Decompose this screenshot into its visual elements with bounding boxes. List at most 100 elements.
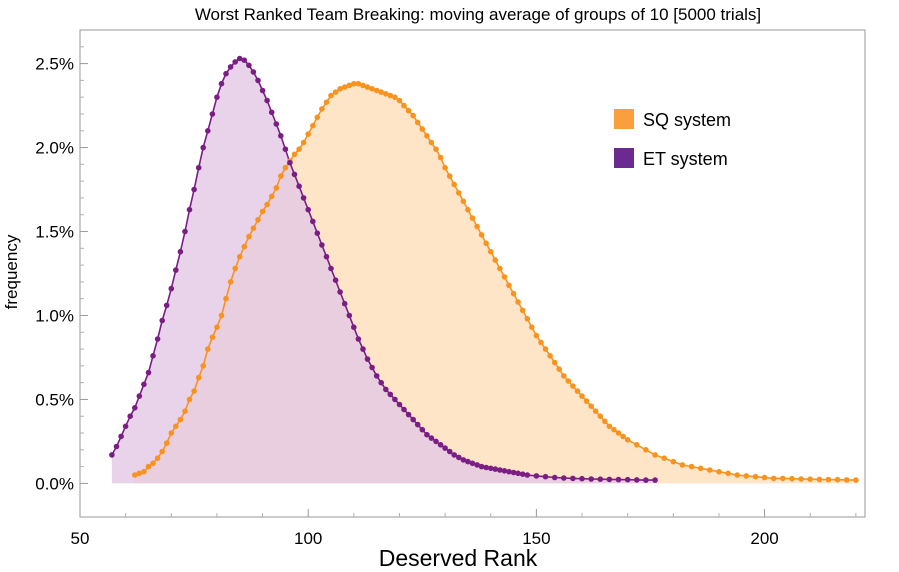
data-point-et-system bbox=[205, 128, 211, 134]
data-point-sq-system bbox=[360, 82, 366, 89]
data-point-sq-system bbox=[670, 458, 677, 465]
data-point-et-system bbox=[437, 442, 444, 448]
data-point-sq-system bbox=[492, 257, 499, 263]
data-point-et-system bbox=[524, 472, 531, 478]
data-point-et-system bbox=[551, 474, 558, 481]
data-point-sq-system bbox=[396, 97, 403, 104]
data-point-sq-system bbox=[355, 80, 362, 87]
data-point-et-system bbox=[355, 336, 362, 342]
area-fills bbox=[111, 58, 856, 484]
data-point-sq-system bbox=[419, 126, 426, 132]
data-point-et-system bbox=[310, 218, 316, 225]
data-point-et-system bbox=[232, 59, 238, 65]
data-point-et-system bbox=[396, 401, 403, 408]
area-fill-et-system bbox=[111, 58, 656, 484]
data-point-et-system bbox=[287, 159, 293, 166]
x-tick-label: 50 bbox=[71, 529, 90, 548]
data-point-et-system bbox=[474, 462, 480, 468]
data-point-et-system bbox=[296, 183, 302, 189]
data-point-sq-system bbox=[332, 89, 339, 95]
data-point-sq-system bbox=[150, 460, 156, 467]
data-point-sq-system bbox=[624, 437, 631, 443]
series-points bbox=[109, 55, 859, 483]
data-point-sq-system bbox=[679, 462, 686, 468]
data-point-et-system bbox=[305, 206, 312, 213]
data-point-et-system bbox=[223, 70, 229, 77]
data-point-et-system bbox=[291, 171, 298, 178]
data-point-et-system bbox=[643, 477, 649, 483]
data-point-sq-system bbox=[597, 413, 604, 420]
data-point-sq-system bbox=[282, 164, 289, 171]
x-tick-label: 200 bbox=[750, 529, 778, 548]
data-point-et-system bbox=[542, 473, 549, 480]
data-point-et-system bbox=[478, 463, 485, 470]
data-point-sq-system bbox=[592, 408, 599, 415]
data-point-et-system bbox=[264, 97, 270, 104]
data-point-sq-system bbox=[519, 307, 526, 314]
data-point-et-system bbox=[606, 476, 613, 483]
data-point-sq-system bbox=[264, 201, 270, 208]
y-tick-label: 1.0% bbox=[35, 306, 74, 325]
data-point-sq-system bbox=[255, 217, 261, 223]
y-axis-title: frequency bbox=[2, 234, 21, 309]
data-point-sq-system bbox=[351, 80, 357, 87]
data-point-sq-system bbox=[547, 353, 553, 359]
data-point-sq-system bbox=[529, 324, 535, 331]
data-point-sq-system bbox=[465, 206, 471, 213]
data-point-et-system bbox=[373, 373, 380, 379]
data-point-et-system bbox=[451, 452, 458, 458]
data-point-sq-system bbox=[392, 94, 398, 100]
data-point-sq-system bbox=[451, 181, 458, 188]
data-point-et-system bbox=[191, 186, 197, 193]
data-point-et-system bbox=[401, 406, 407, 413]
data-point-sq-system bbox=[300, 139, 307, 146]
data-point-sq-system bbox=[273, 185, 280, 191]
data-point-et-system bbox=[428, 435, 435, 441]
data-point-sq-system bbox=[173, 423, 179, 430]
data-point-et-system bbox=[405, 411, 412, 418]
data-point-et-system bbox=[259, 87, 266, 94]
axis-ticks bbox=[79, 46, 857, 517]
data-point-et-system bbox=[319, 242, 325, 248]
data-point-et-system bbox=[214, 94, 220, 100]
tick-labels: 50 100 150 200 0.0% 0.5% 1.0% 1.5% 2.0% 2.5% bbox=[35, 55, 779, 548]
x-axis-title: Deserved Rank bbox=[379, 545, 538, 571]
data-point-et-system bbox=[369, 364, 375, 371]
data-point-et-system bbox=[465, 458, 471, 465]
data-point-et-system bbox=[387, 391, 394, 398]
data-point-sq-system bbox=[538, 339, 544, 346]
data-point-sq-system bbox=[323, 99, 330, 105]
legend-swatch-et-system bbox=[614, 148, 634, 168]
data-point-et-system bbox=[561, 475, 567, 481]
data-point-sq-system bbox=[209, 334, 216, 341]
data-point-et-system bbox=[195, 164, 202, 171]
data-point-sq-system bbox=[186, 396, 193, 403]
data-point-et-system bbox=[278, 133, 284, 139]
data-point-sq-system bbox=[574, 388, 581, 394]
data-point-et-system bbox=[392, 396, 398, 403]
data-point-sq-system bbox=[383, 91, 389, 97]
data-point-sq-system bbox=[291, 151, 298, 158]
data-point-sq-system bbox=[410, 112, 417, 119]
data-point-sq-system bbox=[310, 122, 316, 129]
data-point-et-system bbox=[597, 476, 604, 483]
data-point-sq-system bbox=[437, 154, 444, 161]
y-tick-label: 0.5% bbox=[35, 390, 74, 409]
data-point-sq-system bbox=[602, 418, 608, 425]
data-point-sq-system bbox=[182, 408, 188, 415]
data-point-sq-system bbox=[305, 131, 312, 137]
data-point-et-system bbox=[414, 421, 421, 428]
data-point-et-system bbox=[446, 448, 453, 455]
legend-label-et-system: ET system bbox=[643, 149, 728, 169]
data-point-sq-system bbox=[460, 198, 467, 205]
data-point-et-system bbox=[246, 62, 252, 69]
data-point-et-system bbox=[341, 300, 348, 307]
data-point-et-system bbox=[328, 265, 334, 272]
data-point-sq-system bbox=[341, 84, 348, 90]
data-point-et-system bbox=[186, 206, 193, 213]
data-point-sq-system bbox=[570, 383, 576, 389]
data-point-et-system bbox=[588, 476, 594, 482]
data-point-sq-system bbox=[798, 476, 804, 482]
data-point-sq-system bbox=[556, 366, 562, 373]
data-point-sq-system bbox=[132, 472, 138, 478]
